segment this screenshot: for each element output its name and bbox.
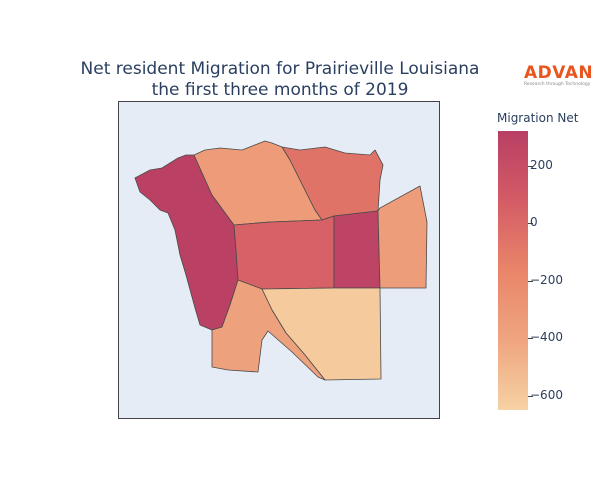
region-south-west[interactable] <box>211 279 326 381</box>
title-line-2: the first three months of 2019 <box>151 80 409 100</box>
advan-logo: ADVAN Research through Technology <box>524 64 594 88</box>
colorbar-tick-label: 200 <box>530 158 553 172</box>
title-line-1: Net resident Migration for Prairieville … <box>80 59 480 79</box>
colorbar <box>498 131 528 410</box>
colorbar-tick-label: 0 <box>530 215 538 229</box>
logo-name: ADVAN <box>524 63 594 83</box>
region-east-center[interactable] <box>333 210 381 289</box>
colorbar-tick-label: −200 <box>530 273 563 287</box>
logo-tagline: Research through Technology <box>524 82 591 87</box>
colorbar-tick-label: −600 <box>530 388 563 402</box>
map-title: Net resident Migration for Prairieville … <box>60 59 500 101</box>
colorbar-tick-mark <box>528 281 533 282</box>
colorbar-tick-mark <box>528 223 533 224</box>
colorbar-tick-mark <box>528 338 533 339</box>
region-far-east[interactable] <box>377 185 428 289</box>
region-north-east[interactable] <box>281 146 384 221</box>
region-center[interactable] <box>233 215 335 290</box>
colorbar-tick-mark <box>528 166 533 167</box>
colorbar-tick-label: −400 <box>530 330 563 344</box>
colorbar-tick-mark <box>528 396 533 397</box>
colorbar-title: Migration Net <box>497 111 579 125</box>
